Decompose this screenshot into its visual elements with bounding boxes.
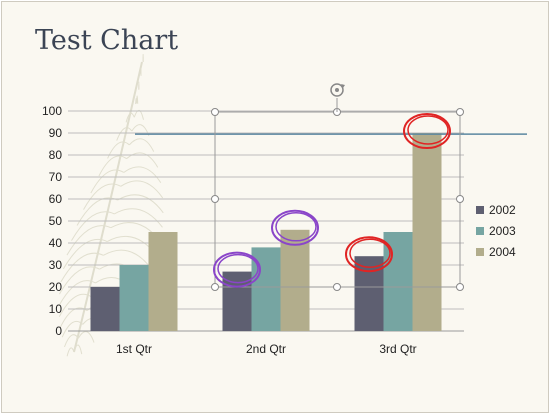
legend: 2002 2003 2004 — [476, 203, 516, 259]
resize-handle-bottom[interactable] — [333, 283, 341, 291]
x-tick-label: 1st Qtr — [116, 342, 152, 356]
feather-barb-right — [128, 138, 155, 152]
y-tick-label: 50 — [49, 214, 63, 228]
resize-handle-right[interactable] — [456, 195, 464, 203]
legend-swatch-2003 — [476, 227, 484, 235]
feather-barb-right — [133, 109, 144, 120]
x-tick-label: 2nd Qtr — [246, 342, 286, 356]
ink-annotations — [213, 113, 451, 288]
ink-circle-red — [403, 113, 451, 149]
ink-stroke — [271, 209, 319, 246]
ink-stroke — [407, 115, 449, 145]
legend-swatch-2002 — [476, 206, 484, 214]
feather-barb-right — [136, 95, 139, 104]
ink-stroke — [345, 236, 393, 273]
feather-barb-left — [90, 169, 125, 194]
feather-barb-left — [58, 266, 100, 295]
feather-barb-left — [63, 334, 79, 348]
feather-barb-right — [103, 249, 152, 269]
feather-barb-right — [117, 194, 164, 214]
x-axis-tick-labels: 1st Qtr 2nd Qtr 3rd Qtr — [116, 342, 417, 356]
feather-barb-left — [98, 155, 127, 177]
feather-barb-left — [125, 112, 135, 123]
y-tick-label: 30 — [49, 258, 63, 272]
feather-barb-left — [58, 293, 92, 318]
ink-circle-purple — [271, 209, 319, 246]
feather-barb-right — [120, 180, 164, 199]
feather-barb-right — [77, 331, 95, 343]
feather-barb-left — [71, 211, 115, 241]
y-tick-label: 90 — [49, 126, 63, 140]
feather-barb-left — [83, 183, 122, 210]
legend-swatch-2004 — [476, 248, 484, 256]
resize-handle-bottom-right[interactable] — [456, 283, 464, 291]
y-tick-label: 70 — [49, 170, 63, 184]
feather-barb-left — [58, 280, 96, 307]
resize-handle-bottom-left[interactable] — [211, 283, 219, 291]
bar-2003-1st-qtr — [119, 265, 149, 331]
y-tick-label: 80 — [49, 148, 63, 162]
y-tick-label: 60 — [49, 192, 63, 206]
feather-barb-left — [60, 252, 104, 283]
x-tick-label: 3rd Qtr — [379, 342, 416, 356]
resize-handle-left[interactable] — [211, 195, 219, 203]
resize-handle-top-left[interactable] — [211, 108, 219, 116]
feather-barb-right — [114, 208, 163, 228]
legend-label-2003: 2003 — [489, 224, 516, 238]
feather-shaft — [73, 61, 143, 353]
y-tick-label: 10 — [49, 302, 63, 316]
y-tick-label: 0 — [55, 324, 62, 338]
resize-handle-top-right[interactable] — [456, 108, 464, 116]
y-axis-tick-labels: 0 10 20 30 40 50 60 70 80 90 100 — [42, 104, 62, 338]
selection-frame[interactable] — [211, 83, 464, 291]
legend-label-2002: 2002 — [489, 203, 516, 217]
ink-stroke — [275, 212, 317, 242]
feather-barb-right — [123, 166, 162, 184]
legend-label-2004: 2004 — [489, 245, 516, 259]
ink-stroke — [349, 238, 391, 268]
bar-2004-1st-qtr — [148, 232, 178, 331]
ink-circle-purple — [213, 251, 261, 288]
bars — [90, 133, 442, 331]
chart-title: Test Chart — [35, 25, 178, 56]
ink-stroke — [217, 253, 259, 284]
ink-stroke — [213, 251, 261, 288]
feather-barb-left — [66, 225, 112, 256]
y-tick-label: 100 — [42, 104, 62, 118]
feather-barb-left — [116, 127, 133, 141]
bar-2004-2nd-qtr — [280, 229, 310, 331]
ink-circle-red — [345, 236, 393, 273]
rotate-handle-icon[interactable] — [330, 83, 345, 97]
y-tick-label: 40 — [49, 236, 63, 250]
feather-barb-right — [126, 152, 159, 168]
feather-barb-left — [61, 320, 84, 338]
ink-stroke — [403, 113, 451, 149]
bar-2004-3rd-qtr — [412, 133, 442, 331]
y-tick-label: 20 — [49, 280, 63, 294]
bar-2002-1st-qtr — [90, 287, 120, 331]
feather-barb-left — [66, 347, 75, 357]
feather-barb-right — [73, 344, 83, 355]
